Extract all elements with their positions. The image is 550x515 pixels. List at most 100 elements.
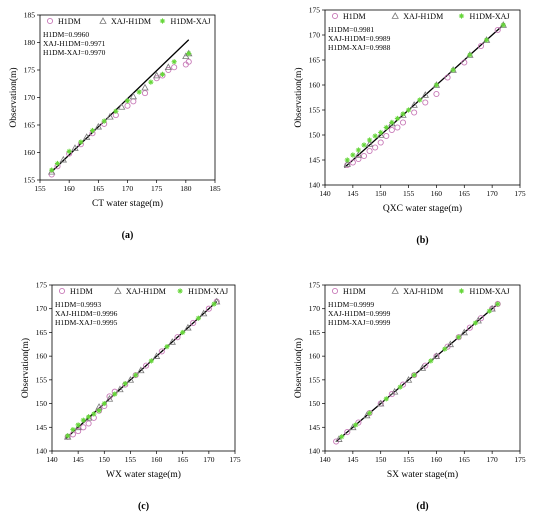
data-point <box>417 97 423 103</box>
y-axis-label: Observation(m) <box>293 338 304 398</box>
x-tick-label: 160 <box>431 455 443 464</box>
x-tick-label: 150 <box>99 455 111 464</box>
data-point <box>141 83 149 91</box>
data-point <box>353 422 359 428</box>
y-tick-label: 170 <box>309 31 321 40</box>
data-point <box>116 385 124 393</box>
y-tick-label: 175 <box>24 66 36 75</box>
data-point <box>213 297 221 305</box>
data-point <box>411 109 418 116</box>
data-point <box>112 391 118 397</box>
data-point <box>366 147 373 155</box>
series-h1dm-xaj <box>339 301 501 440</box>
data-point <box>94 122 103 130</box>
data-point <box>399 119 407 126</box>
legend: H1DM XAJ-H1DM H1DM-XAJ <box>58 287 228 296</box>
data-point <box>428 358 434 364</box>
y-axis-label: Observation(m) <box>293 67 304 127</box>
x-tick-label: 165 <box>459 189 471 198</box>
y-tick-label: 140 <box>309 181 321 190</box>
x-axis-label: SX water stage(m) <box>387 469 458 480</box>
data-point <box>164 63 173 71</box>
data-point <box>171 59 177 65</box>
data-point <box>433 82 440 88</box>
x-tick-label: 165 <box>459 455 471 464</box>
legend-marker <box>458 13 465 19</box>
x-tick-label: 155 <box>34 184 46 193</box>
data-point <box>456 334 462 340</box>
y-tick-label: 140 <box>309 447 321 456</box>
r2-annotation: H1DM=0.9981 <box>328 25 374 34</box>
data-point <box>136 89 142 95</box>
data-point <box>159 71 166 77</box>
legend-label: H1DM-XAJ <box>188 287 228 296</box>
legend: H1DM XAJ-H1DM H1DM-XAJ <box>331 12 510 21</box>
x-tick-label: 180 <box>180 184 192 193</box>
data-point <box>350 152 356 158</box>
data-point <box>137 366 145 374</box>
data-point <box>361 142 367 148</box>
plot-frame <box>51 284 236 452</box>
data-point <box>85 420 92 427</box>
y-tick-label: 185 <box>24 11 36 20</box>
data-point <box>444 74 451 81</box>
data-point <box>106 112 114 120</box>
data-point <box>343 160 351 167</box>
x-tick-label: 160 <box>64 184 76 193</box>
data-point <box>101 400 107 407</box>
data-point <box>185 58 192 65</box>
legend-label: H1DM <box>343 287 366 296</box>
series-h1dm-xaj <box>49 50 192 173</box>
y-tick-label: 155 <box>24 176 36 185</box>
data-point <box>477 42 485 50</box>
legend-marker <box>114 287 122 294</box>
y-tick-label: 160 <box>309 352 321 361</box>
data-point <box>75 422 81 428</box>
y-tick-label: 165 <box>36 328 48 337</box>
series-xaj-h1dm <box>335 304 496 442</box>
series-h1dm-xaj <box>344 22 506 163</box>
data-point <box>113 108 119 114</box>
data-point <box>422 99 429 106</box>
x-tick-label: 145 <box>347 189 359 198</box>
x-tick-label: 145 <box>73 455 85 464</box>
data-point <box>195 315 201 321</box>
data-point <box>390 387 399 395</box>
data-point <box>388 126 395 134</box>
r2-annotation: H1DM=0.9993 <box>55 300 101 309</box>
y-tick-label: 165 <box>309 328 321 337</box>
data-point <box>126 376 135 383</box>
x-axis-label: WX water stage(m) <box>106 469 181 480</box>
data-point <box>65 433 71 439</box>
r2-annotation: H1DM-XAJ=0.9970 <box>43 48 106 57</box>
legend-marker <box>331 287 339 295</box>
x-tick-label: 150 <box>375 189 387 198</box>
data-point <box>54 160 61 167</box>
panel-1: 155 160 165 170 175 180 185 155 160 165 170 175 180 1… <box>8 11 221 242</box>
legend-marker <box>159 18 166 24</box>
data-point <box>344 428 351 436</box>
y-tick-label: 180 <box>24 38 36 47</box>
legend-marker <box>458 288 465 294</box>
data-point <box>335 435 343 442</box>
data-point <box>184 323 192 331</box>
data-point <box>148 358 154 364</box>
data-point <box>89 127 96 134</box>
r2-annotation: H1DM=0.9999 <box>328 300 374 309</box>
legend-marker <box>99 17 107 24</box>
x-tick-label: 155 <box>403 189 415 198</box>
r2-annotation: H1DM=0.9960 <box>43 30 89 39</box>
x-tick-label: 170 <box>487 455 499 464</box>
x-tick-label: 145 <box>347 455 359 464</box>
data-point <box>86 414 92 420</box>
data-point <box>495 301 501 307</box>
x-tick-label: 165 <box>93 184 105 193</box>
y-tick-label: 150 <box>36 399 48 408</box>
data-point <box>190 319 197 326</box>
data-point <box>152 71 161 79</box>
data-point <box>205 305 212 312</box>
data-point <box>122 381 128 387</box>
data-point <box>366 137 373 143</box>
x-tick-label: 175 <box>514 189 526 198</box>
